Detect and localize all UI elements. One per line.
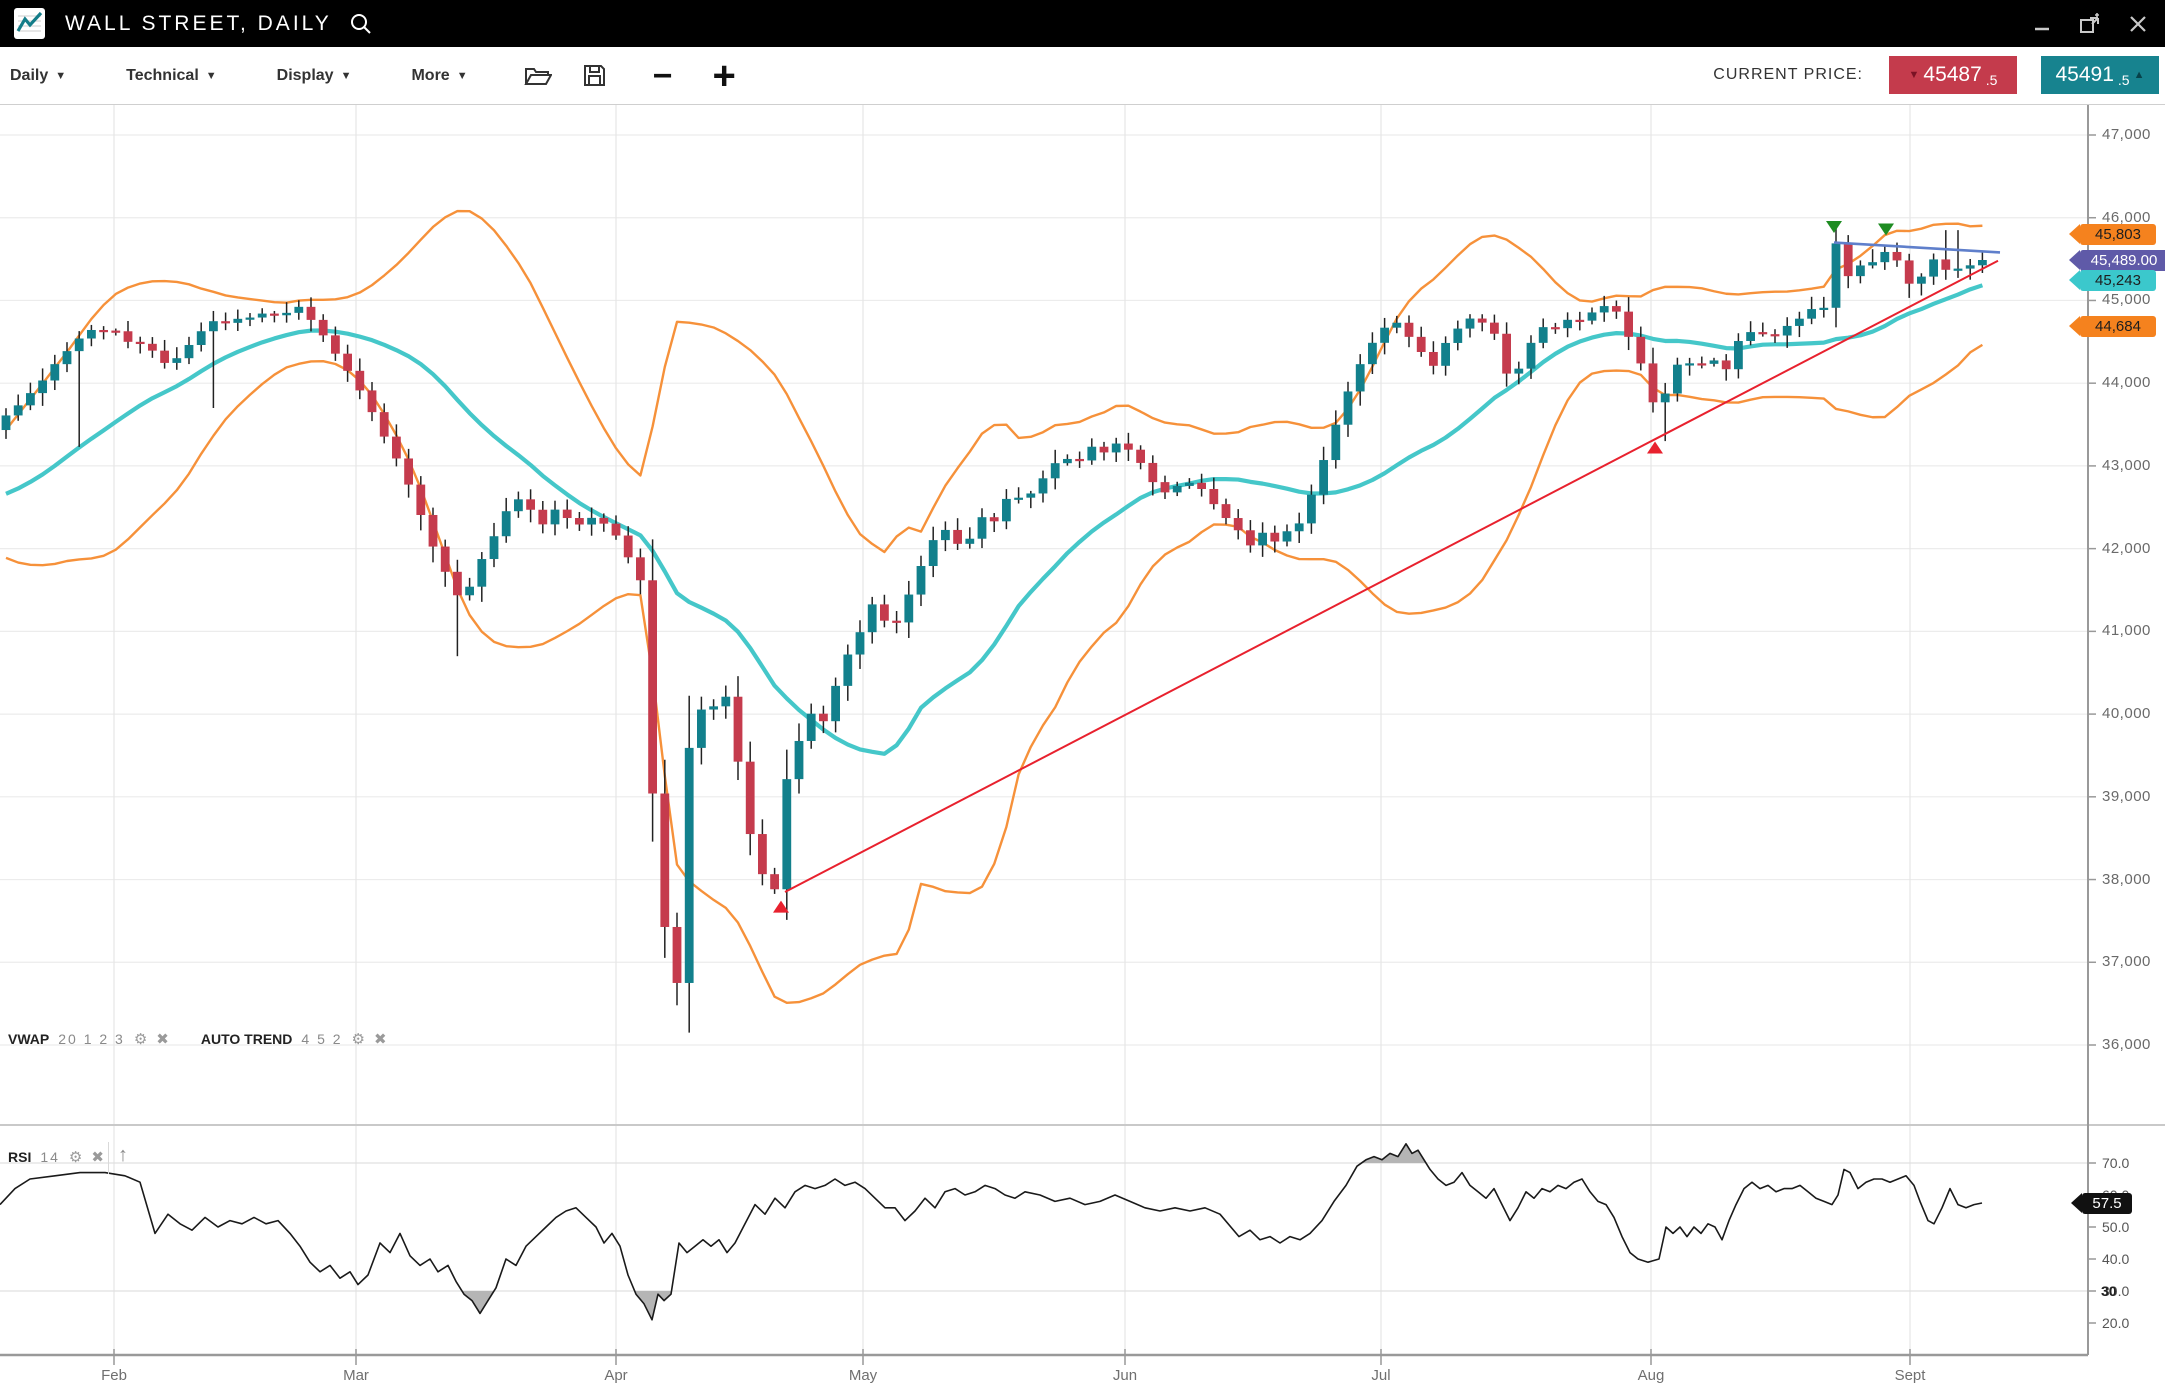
price-axis-label: 39,000 bbox=[2102, 787, 2151, 805]
buy-price-button[interactable]: 45491.5 ▲ bbox=[2041, 56, 2159, 94]
chevron-down-icon: ▼ bbox=[55, 69, 67, 82]
remove-indicator-icon[interactable]: ✖ bbox=[91, 1149, 104, 1166]
rsi-indicator-row: RSI 14 ⚙ ✖ bbox=[8, 1148, 104, 1166]
rsi-axis-label: 30.0 bbox=[2102, 1283, 2130, 1299]
price-axis-label: 45,000 bbox=[2102, 291, 2151, 309]
close-icon[interactable] bbox=[2125, 11, 2151, 37]
rsi-axis-label: 20.0 bbox=[2102, 1315, 2130, 1331]
vwap-indicator-row: VWAP 20 1 2 3 ⚙ ✖ AUTO TREND 4 5 2 ⚙ ✖ bbox=[8, 1030, 387, 1048]
auto-trend-indicator-name: AUTO TREND bbox=[200, 1031, 293, 1047]
price-tag: 45,243 bbox=[2069, 269, 2156, 291]
price-tag: 44,684 bbox=[2069, 316, 2156, 338]
time-axis-label: Aug bbox=[1637, 1367, 1665, 1384]
time-axis-label: Feb bbox=[101, 1367, 127, 1384]
time-axis-label: Jun bbox=[1112, 1367, 1138, 1384]
price-axis-label: 36,000 bbox=[2102, 1036, 2151, 1053]
buy-price-value: 45491 bbox=[2055, 63, 2114, 86]
menu-display[interactable]: Display ▼ bbox=[277, 67, 352, 85]
window-controls bbox=[2029, 11, 2151, 37]
price-tag: 45,489.00 bbox=[2069, 249, 2165, 271]
price-axis-label: 46,000 bbox=[2102, 208, 2151, 226]
arrow-down-icon: ▼ bbox=[1908, 69, 1920, 81]
time-axis-label: Sept bbox=[1894, 1367, 1926, 1384]
price-axis-label: 42,000 bbox=[2102, 539, 2151, 557]
time-axis-label: Mar bbox=[343, 1367, 369, 1384]
rsi-axis-label: 40.0 bbox=[2102, 1251, 2130, 1267]
price-axis-label: 38,000 bbox=[2102, 870, 2151, 888]
auto-trend-indicator-params: 4 5 2 bbox=[301, 1031, 343, 1047]
sell-price-button[interactable]: ▼ 45487.5 bbox=[1889, 56, 2017, 94]
gear-icon[interactable]: ⚙ bbox=[133, 1031, 148, 1048]
toolbar: Daily ▼ Technical ▼ Display ▼ More ▼ − +… bbox=[0, 47, 2165, 105]
open-folder-icon[interactable] bbox=[523, 64, 552, 88]
price-axis-label: 44,000 bbox=[2102, 374, 2151, 392]
rsi-axis-ghost-label: 30 bbox=[2101, 1283, 2117, 1299]
popout-icon[interactable] bbox=[2077, 11, 2103, 37]
rsi-value-tag: 57.5 bbox=[2071, 1192, 2132, 1214]
app-logo-icon bbox=[14, 8, 45, 39]
title-bar: WALL STREET, DAILY bbox=[0, 0, 2165, 47]
price-axis-label: 43,000 bbox=[2102, 456, 2151, 474]
chevron-down-icon: ▼ bbox=[205, 69, 217, 82]
instrument-title: WALL STREET, DAILY bbox=[65, 11, 332, 35]
rsi-axis-label: 50.0 bbox=[2102, 1219, 2130, 1235]
menu-technical-label: Technical bbox=[126, 66, 199, 84]
gear-icon[interactable]: ⚙ bbox=[351, 1031, 365, 1048]
rsi-indicator-params: 14 bbox=[40, 1149, 60, 1165]
buy-signal-marker bbox=[1647, 441, 1663, 454]
chevron-down-icon: ▼ bbox=[456, 69, 468, 82]
sell-price-frac: .5 bbox=[1985, 72, 1998, 88]
zoom-in-button[interactable]: + bbox=[712, 53, 736, 98]
price-tag: 45,803 bbox=[2069, 223, 2156, 245]
expand-panel-arrow-icon[interactable]: ↑ bbox=[118, 1144, 128, 1166]
sell-price-value: 45487 bbox=[1923, 63, 1982, 86]
time-axis-label: Apr bbox=[604, 1367, 628, 1384]
menu-display-label: Display bbox=[276, 66, 334, 84]
time-axis-label: May bbox=[848, 1367, 878, 1384]
time-axis-label: Jul bbox=[1371, 1367, 1391, 1384]
price-axis-label: 41,000 bbox=[2102, 622, 2151, 640]
zoom-out-button[interactable]: − bbox=[652, 56, 673, 95]
search-icon[interactable] bbox=[348, 11, 374, 37]
remove-indicator-icon[interactable]: ✖ bbox=[374, 1031, 387, 1048]
menu-more[interactable]: More ▼ bbox=[411, 67, 467, 85]
gear-icon[interactable]: ⚙ bbox=[68, 1149, 83, 1166]
rsi-indicator-name: RSI bbox=[8, 1149, 32, 1165]
save-icon[interactable] bbox=[582, 63, 607, 88]
price-axis-label: 40,000 bbox=[2102, 705, 2151, 723]
current-price-group: CURRENT PRICE: ▼ 45487.5 45491.5 ▲ bbox=[1713, 56, 2159, 94]
rsi-panel-divider bbox=[108, 1142, 109, 1174]
remove-indicator-icon[interactable]: ✖ bbox=[156, 1031, 169, 1048]
price-axis-label: 37,000 bbox=[2102, 953, 2151, 971]
menu-more-label: More bbox=[411, 66, 450, 84]
candlestick-series bbox=[1, 226, 1987, 1033]
rsi-axis-label: 70.0 bbox=[2102, 1155, 2130, 1171]
sell-signal-marker bbox=[1878, 223, 1894, 236]
price-axis-label: 47,000 bbox=[2102, 126, 2151, 143]
buy-price-frac: .5 bbox=[2117, 72, 2130, 88]
menu-daily[interactable]: Daily ▼ bbox=[10, 67, 66, 85]
menu-technical[interactable]: Technical ▼ bbox=[126, 67, 217, 85]
chevron-down-icon: ▼ bbox=[340, 69, 352, 82]
buy-signal-marker bbox=[773, 900, 789, 913]
vwap-indicator-name: VWAP bbox=[8, 1031, 50, 1047]
vwap-indicator-params: 20 1 2 3 bbox=[58, 1031, 125, 1047]
sell-signal-marker bbox=[1826, 221, 1842, 234]
minimize-icon[interactable] bbox=[2029, 11, 2055, 37]
arrow-up-icon: ▲ bbox=[2133, 69, 2145, 81]
menu-daily-label: Daily bbox=[10, 66, 49, 84]
current-price-label: CURRENT PRICE: bbox=[1713, 66, 1863, 83]
